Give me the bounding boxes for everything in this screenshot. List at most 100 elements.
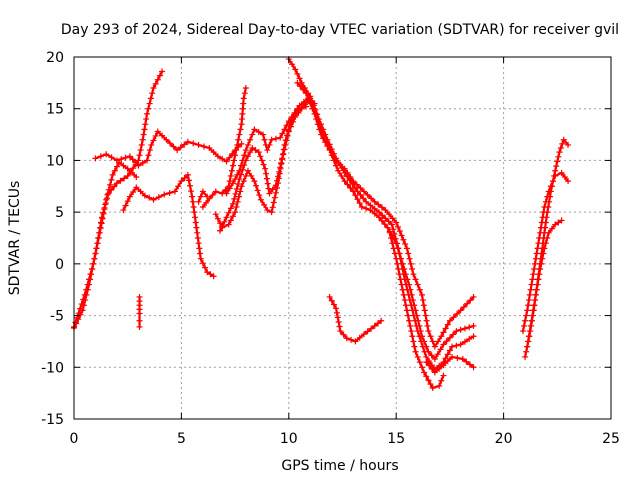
data-point xyxy=(529,312,536,319)
data-point xyxy=(231,195,238,202)
data-point xyxy=(384,224,391,231)
data-point xyxy=(537,229,544,236)
data-point xyxy=(322,131,329,138)
data-point xyxy=(146,147,153,154)
data-point xyxy=(320,126,327,133)
data-point xyxy=(121,175,128,182)
data-point xyxy=(238,140,245,147)
data-point xyxy=(409,307,416,314)
data-point xyxy=(229,180,236,187)
data-point xyxy=(275,173,282,180)
data-point xyxy=(100,210,107,217)
data-point xyxy=(278,159,285,166)
data-point xyxy=(364,191,371,198)
data-point xyxy=(240,100,247,107)
data-point xyxy=(531,302,538,309)
data-point xyxy=(548,225,555,232)
data-point xyxy=(113,180,120,187)
data-point xyxy=(96,229,103,236)
data-point xyxy=(557,145,564,152)
data-layer xyxy=(71,56,572,391)
data-point xyxy=(195,240,202,247)
data-point xyxy=(435,338,442,345)
data-point xyxy=(149,90,156,97)
data-point xyxy=(207,271,214,278)
data-point xyxy=(192,214,199,221)
data-point xyxy=(108,154,115,161)
data-point xyxy=(526,291,533,298)
data-point xyxy=(225,221,232,228)
data-point xyxy=(524,343,531,350)
data-point xyxy=(388,221,395,228)
data-point xyxy=(223,190,230,197)
data-point xyxy=(258,157,265,164)
data-point xyxy=(248,172,255,179)
data-point xyxy=(419,297,426,304)
data-point xyxy=(97,153,104,160)
data-point xyxy=(534,281,541,288)
data-point xyxy=(103,196,110,203)
data-point xyxy=(175,183,182,190)
data-point xyxy=(541,203,548,210)
data-point xyxy=(265,185,272,192)
data-point xyxy=(460,304,467,311)
data-point xyxy=(111,167,118,174)
data-point xyxy=(145,105,152,112)
data-point xyxy=(535,276,542,283)
data-point xyxy=(337,328,344,335)
data-point xyxy=(334,314,341,321)
data-point xyxy=(527,286,534,293)
data-point xyxy=(368,195,375,202)
data-point xyxy=(537,266,544,273)
data-point xyxy=(368,325,375,332)
y-tick-label: -5 xyxy=(50,309,64,325)
data-point xyxy=(193,224,200,231)
series-arc-13 xyxy=(423,353,477,376)
data-point xyxy=(381,221,388,228)
data-point xyxy=(416,333,423,340)
data-point xyxy=(444,351,451,358)
data-point xyxy=(402,302,409,309)
data-point xyxy=(444,321,451,328)
data-point xyxy=(378,317,385,324)
data-point xyxy=(195,198,202,205)
data-point xyxy=(150,196,157,203)
data-point xyxy=(536,235,543,241)
data-point xyxy=(91,255,98,262)
data-point xyxy=(297,83,304,90)
data-point xyxy=(371,205,378,212)
data-point xyxy=(559,140,566,147)
data-point xyxy=(388,235,395,241)
data-point xyxy=(438,333,445,340)
data-point xyxy=(320,135,327,142)
data-point xyxy=(231,157,238,164)
data-point xyxy=(406,317,413,324)
data-point xyxy=(338,165,345,172)
data-point xyxy=(97,225,104,232)
data-point xyxy=(247,149,254,156)
data-point xyxy=(93,245,100,252)
data-point xyxy=(386,211,393,218)
data-point xyxy=(124,172,131,179)
data-point xyxy=(346,177,353,184)
data-point xyxy=(235,136,242,143)
data-point xyxy=(354,188,361,195)
data-point xyxy=(251,178,258,185)
data-point xyxy=(407,322,414,329)
data-point xyxy=(238,121,245,128)
data-point xyxy=(314,111,321,118)
data-point xyxy=(438,377,445,384)
data-point xyxy=(412,276,419,283)
data-point xyxy=(533,286,540,293)
data-point xyxy=(555,219,562,226)
data-point xyxy=(349,181,356,188)
data-point xyxy=(244,167,251,174)
data-point xyxy=(335,160,342,167)
y-tick-label: 15 xyxy=(46,102,64,118)
data-point xyxy=(412,317,419,324)
data-point xyxy=(521,322,528,329)
data-point xyxy=(525,333,532,340)
data-point xyxy=(249,145,256,152)
data-point xyxy=(202,264,209,271)
series-arc-9 xyxy=(285,56,477,350)
